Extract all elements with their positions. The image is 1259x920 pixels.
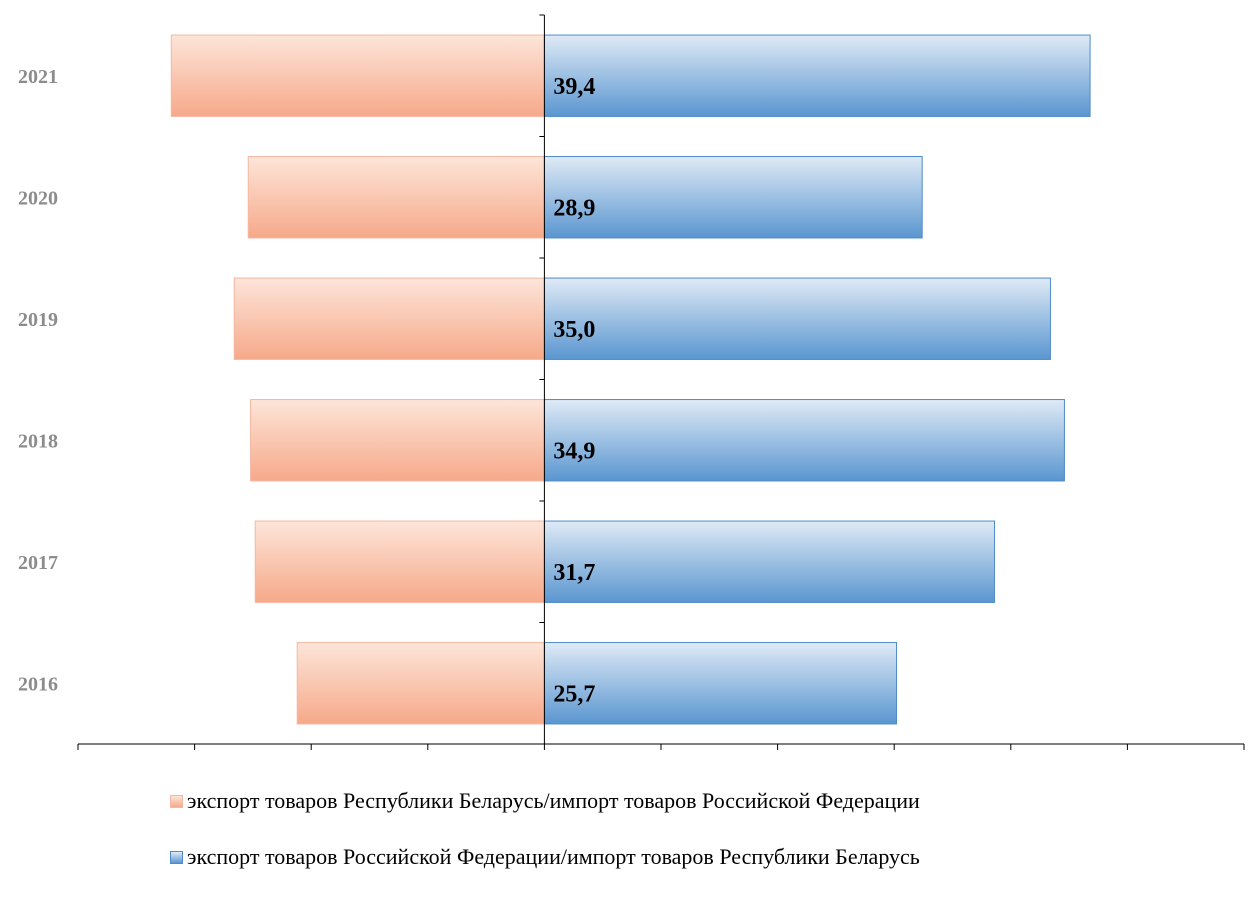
chart: 2016 25,7 2017 31,7 2018 34,9 2019 35,0 2020 28,9… <box>18 14 1245 750</box>
y-tick-label-2016: 2016 <box>18 673 58 695</box>
y-tick-label-2019: 2019 <box>18 309 58 331</box>
data-label-2019: 35,0 <box>553 317 595 343</box>
bar-export-2020 <box>247 156 545 239</box>
data-label-2021: 39,4 <box>553 74 595 100</box>
data-label-2016: 25,7 <box>553 681 595 707</box>
data-label-2018: 34,9 <box>553 438 595 464</box>
legend-item-export: экспорт товаров Республики Беларусь/импо… <box>170 788 920 814</box>
bar-import-2017 <box>543 520 995 603</box>
y-tick-label-2020: 2020 <box>18 187 58 209</box>
legend-item-import: экспорт товаров Российской Федерации/имп… <box>170 844 920 870</box>
data-label-2017: 31,7 <box>553 560 595 586</box>
bar-export-2017 <box>254 520 545 603</box>
bar-export-2018 <box>250 399 545 482</box>
bar-import-2019 <box>543 277 1051 360</box>
bar-export-2021 <box>170 34 545 117</box>
bar-export-2016 <box>296 642 545 725</box>
legend-label-export: экспорт товаров Республики Беларусь/импо… <box>187 788 920 813</box>
bar-export-2019 <box>233 277 545 360</box>
legend-swatch-import <box>170 850 183 864</box>
y-tick-label-2021: 2021 <box>18 66 58 88</box>
y-tick-label-2018: 2018 <box>18 430 58 452</box>
bar-import-2016 <box>543 642 898 725</box>
bar-import-2018 <box>543 399 1065 482</box>
legend-label-import: экспорт товаров Российской Федерации/имп… <box>187 844 920 869</box>
legend-swatch-export <box>170 794 183 808</box>
bar-import-2020 <box>543 156 923 239</box>
data-label-2020: 28,9 <box>553 195 595 221</box>
bar-import-2021 <box>543 34 1091 117</box>
y-tick-label-2017: 2017 <box>18 552 58 574</box>
